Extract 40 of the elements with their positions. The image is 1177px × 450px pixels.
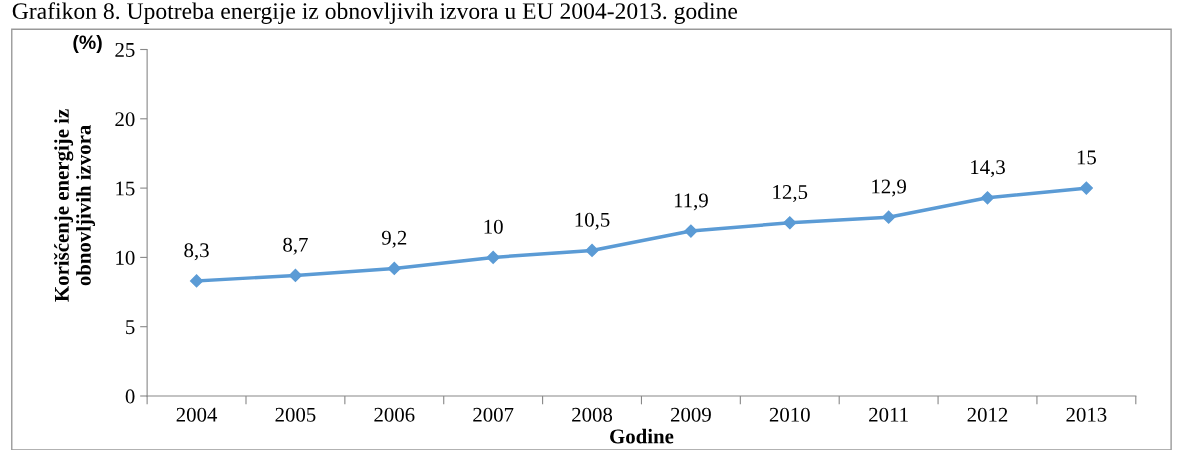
point	[882, 210, 896, 224]
point	[189, 274, 204, 288]
point	[585, 243, 599, 258]
x-tick-label: 2006	[374, 407, 415, 422]
text: (%)	[73, 34, 102, 54]
text: 15	[1077, 150, 1096, 165]
x-tick-label: 2005	[275, 407, 316, 422]
text: 11,9	[674, 193, 708, 211]
x-tick-label: 2010	[769, 407, 810, 422]
point	[486, 250, 500, 264]
x-tick-label: 2009	[670, 407, 711, 422]
x-tick-label: 2004	[176, 407, 218, 422]
point	[980, 191, 995, 205]
y-tick-label: 15	[116, 181, 135, 196]
text: 12,5	[773, 185, 808, 203]
text: 10,5	[575, 212, 610, 230]
text: 8,3	[184, 243, 209, 261]
x-axis-title: Godine	[610, 428, 674, 444]
x-tick-label: 2011	[869, 407, 908, 422]
y-tick-label: 0	[125, 389, 135, 404]
point	[684, 224, 698, 238]
point	[1079, 181, 1093, 195]
text: 8,7	[283, 237, 308, 255]
x-tick-label: 2013	[1066, 407, 1107, 422]
y-axis-title: Korišćenje energije iz obnovljivih izvora	[53, 109, 96, 302]
point	[783, 216, 797, 230]
y-tick-label: 20	[115, 112, 135, 127]
y-tick-label: 10	[116, 250, 135, 265]
chart-title: Grafikon 8. Upotreba energije iz obnovljivih izvora u EU 2004-2013. godine	[12, 2, 738, 24]
x-tick-label: 2007	[473, 407, 514, 422]
text: 14,3	[971, 160, 1005, 178]
point	[288, 268, 303, 283]
point	[387, 261, 401, 276]
text: 12,9	[872, 179, 907, 197]
text: 9,2	[381, 230, 407, 248]
x-tick-label: 2008	[572, 407, 613, 422]
x-tick-label: 2012	[967, 407, 1008, 422]
text: 10	[484, 219, 503, 234]
y-tick-label: 5	[126, 320, 135, 335]
y-tick-label: 25	[115, 42, 135, 57]
